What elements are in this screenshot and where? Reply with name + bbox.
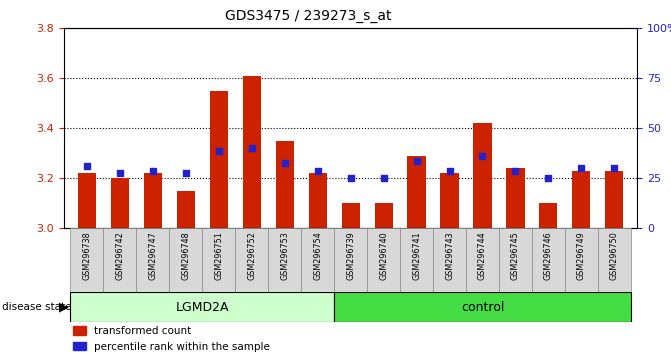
Point bbox=[510, 168, 521, 174]
Bar bbox=[499, 228, 532, 292]
Bar bbox=[400, 228, 433, 292]
Text: GSM296753: GSM296753 bbox=[280, 232, 289, 280]
Text: GSM296744: GSM296744 bbox=[478, 232, 487, 280]
Bar bbox=[433, 228, 466, 292]
Text: GSM296746: GSM296746 bbox=[544, 232, 553, 280]
Bar bbox=[466, 228, 499, 292]
Text: GSM296743: GSM296743 bbox=[445, 232, 454, 280]
Text: GSM296738: GSM296738 bbox=[83, 232, 91, 280]
Bar bbox=[169, 228, 202, 292]
Text: GSM296748: GSM296748 bbox=[181, 232, 191, 280]
Bar bbox=[565, 228, 598, 292]
Point bbox=[213, 148, 224, 154]
Bar bbox=[103, 228, 136, 292]
Text: LGMD2A: LGMD2A bbox=[176, 301, 229, 314]
Text: GSM296752: GSM296752 bbox=[247, 232, 256, 280]
Text: GSM296740: GSM296740 bbox=[379, 232, 388, 280]
Point bbox=[576, 166, 586, 171]
Text: ▶: ▶ bbox=[59, 301, 68, 314]
Point bbox=[115, 171, 125, 176]
Bar bbox=[598, 228, 631, 292]
Text: GDS3475 / 239273_s_at: GDS3475 / 239273_s_at bbox=[225, 9, 392, 23]
Point bbox=[543, 176, 554, 181]
Bar bbox=[605, 171, 623, 228]
Text: GSM296745: GSM296745 bbox=[511, 232, 520, 280]
Bar bbox=[78, 173, 96, 228]
Bar bbox=[70, 228, 103, 292]
Text: GSM296741: GSM296741 bbox=[412, 232, 421, 280]
Text: control: control bbox=[461, 301, 504, 314]
Point bbox=[477, 153, 488, 159]
Bar bbox=[474, 123, 492, 228]
Bar bbox=[334, 292, 631, 322]
Bar bbox=[70, 292, 334, 322]
Bar bbox=[202, 228, 236, 292]
Bar bbox=[309, 173, 327, 228]
Text: GSM296739: GSM296739 bbox=[346, 232, 355, 280]
Point bbox=[180, 171, 191, 176]
Bar bbox=[367, 228, 400, 292]
Bar bbox=[539, 203, 558, 228]
Bar bbox=[507, 169, 525, 228]
Bar bbox=[532, 228, 565, 292]
Text: GSM296751: GSM296751 bbox=[214, 232, 223, 280]
Point bbox=[148, 168, 158, 174]
Point bbox=[81, 163, 92, 169]
Bar bbox=[176, 191, 195, 228]
Bar bbox=[111, 178, 129, 228]
Text: disease state: disease state bbox=[2, 302, 72, 312]
Point bbox=[609, 166, 620, 171]
Point bbox=[246, 145, 257, 151]
Point bbox=[378, 176, 389, 181]
Bar bbox=[144, 173, 162, 228]
Text: GSM296742: GSM296742 bbox=[115, 232, 124, 280]
Bar bbox=[268, 228, 301, 292]
Bar bbox=[243, 76, 261, 228]
Bar bbox=[342, 203, 360, 228]
Bar bbox=[334, 228, 367, 292]
Bar bbox=[276, 141, 294, 228]
Bar bbox=[374, 203, 393, 228]
Point bbox=[312, 168, 323, 174]
Text: GSM296754: GSM296754 bbox=[313, 232, 322, 280]
Point bbox=[279, 160, 290, 166]
Bar bbox=[440, 173, 458, 228]
Bar bbox=[407, 156, 425, 228]
Bar bbox=[572, 171, 590, 228]
Point bbox=[345, 176, 356, 181]
Point bbox=[444, 168, 455, 174]
Text: GSM296747: GSM296747 bbox=[148, 232, 157, 280]
Bar bbox=[236, 228, 268, 292]
Text: GSM296749: GSM296749 bbox=[577, 232, 586, 280]
Text: GSM296750: GSM296750 bbox=[610, 232, 619, 280]
Point bbox=[411, 158, 422, 164]
Bar bbox=[209, 91, 227, 228]
Bar bbox=[301, 228, 334, 292]
Bar bbox=[136, 228, 169, 292]
Legend: transformed count, percentile rank within the sample: transformed count, percentile rank withi… bbox=[69, 322, 274, 354]
